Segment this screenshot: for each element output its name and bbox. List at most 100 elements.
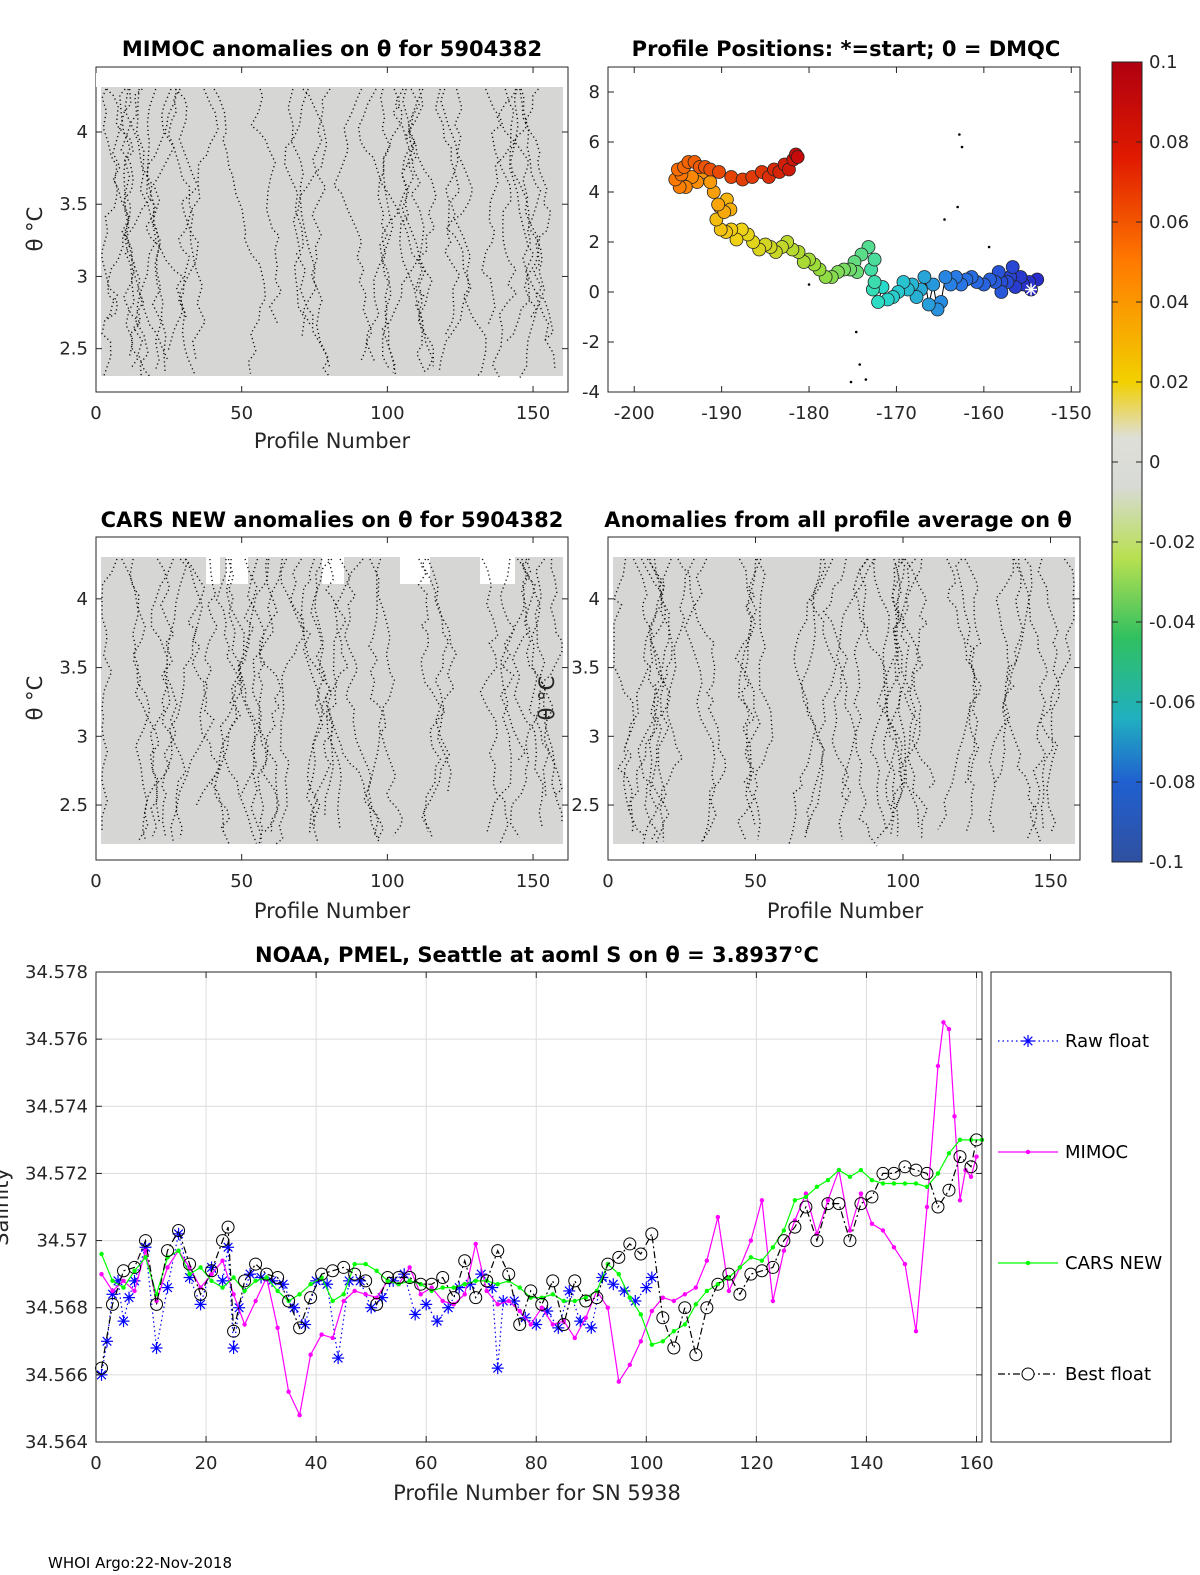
- cars-new-marker: [638, 1312, 644, 1317]
- mimoc-marker: [957, 1198, 963, 1203]
- cars-new-marker: [880, 1181, 886, 1186]
- mimoc-marker: [165, 1265, 170, 1270]
- mimoc-marker: [231, 1292, 236, 1297]
- profile-position-point: [867, 275, 882, 289]
- plot-area: [96, 972, 982, 1442]
- contour-line: [379, 88, 396, 373]
- star-stroke: [289, 1302, 299, 1313]
- cars-new-marker: [275, 1288, 280, 1294]
- chart-title: NOAA, PMEL, Seattle at aoml S on θ = 3.8…: [255, 943, 819, 967]
- colorbar-tick-label: -0.06: [1149, 692, 1196, 713]
- best-float-marker: [810, 1234, 824, 1248]
- mimoc-marker: [484, 1288, 489, 1294]
- data-gap: [226, 539, 248, 584]
- chart-title: CARS NEW anomalies on θ for 5904382: [101, 508, 564, 532]
- contour-line: [170, 558, 219, 844]
- mimoc-marker: [275, 1325, 280, 1331]
- star-stroke: [608, 1279, 619, 1289]
- best-float-marker: [480, 1274, 494, 1288]
- axes: 0 50 100 150 2.5 3 3.5 4: [571, 537, 1080, 892]
- cars-new-marker: [352, 1261, 357, 1267]
- best-float-marker: [293, 1321, 307, 1335]
- best-float-marker: [931, 1200, 945, 1214]
- contour-line: [274, 558, 305, 846]
- best-float-marker: [942, 1183, 956, 1197]
- heatmap-layer: [101, 539, 563, 846]
- mimoc-marker: [693, 1285, 699, 1290]
- contour-line: [167, 88, 199, 350]
- axes: -200 -190 -180 -170 -160 -150 -4 -2 0 2 4 6 8: [582, 67, 1092, 424]
- best-float-marker: [381, 1271, 395, 1284]
- colorbar-tick-label: -0.04: [1149, 612, 1196, 633]
- legend-box: [990, 971, 1172, 1443]
- star-stroke: [107, 1289, 118, 1300]
- best-float-marker: [788, 1220, 802, 1234]
- best-float-marker: [458, 1254, 472, 1268]
- cars-new-marker: [374, 1268, 379, 1273]
- star-stroke: [542, 1306, 552, 1316]
- best-float-marker: [535, 1297, 549, 1311]
- mimoc-marker: [924, 1204, 930, 1210]
- cars-new-marker: [187, 1271, 192, 1277]
- star-stroke: [641, 1282, 652, 1293]
- contour-line: [150, 558, 178, 837]
- star-stroke: [564, 1286, 575, 1296]
- x-tick-label: 160: [959, 1453, 993, 1474]
- star-stroke: [575, 1316, 586, 1326]
- x-tick-label: 0: [602, 871, 613, 892]
- contour-line: [521, 558, 563, 797]
- raw-float-marker: [640, 1281, 653, 1294]
- cars-new-marker: [957, 1137, 963, 1143]
- cars-new-marker: [847, 1174, 853, 1179]
- y-tick-label: 34.568: [25, 1298, 88, 1319]
- mimoc-marker: [748, 1238, 754, 1243]
- profile-position-point: [711, 197, 726, 212]
- cars-new-marker: [649, 1342, 655, 1347]
- contour-line: [1018, 558, 1059, 834]
- star-stroke: [586, 1323, 597, 1333]
- cars-new-marker: [572, 1298, 577, 1304]
- star-stroke: [162, 1282, 173, 1293]
- cars-new-marker: [330, 1298, 335, 1304]
- star-stroke: [1023, 1036, 1033, 1046]
- mimoc-marker: [572, 1335, 577, 1341]
- cars-new-marker: [924, 1184, 930, 1190]
- cars-new-marker: [209, 1278, 214, 1284]
- mimoc-marker: [440, 1298, 445, 1304]
- plot-frame: [95, 971, 983, 1443]
- y-tick-label: -2: [582, 332, 600, 353]
- colorbar-tick-label: 0.02: [1149, 372, 1189, 393]
- cars-new-marker: [781, 1228, 787, 1233]
- cars-new-marker: [451, 1285, 456, 1290]
- contour-line: [146, 88, 188, 320]
- contour-line: [891, 558, 920, 828]
- speckle-dot: [864, 378, 868, 381]
- mimoc-marker: [209, 1271, 214, 1277]
- best-float-marker: [513, 1318, 527, 1331]
- mimoc-marker: [726, 1288, 732, 1294]
- x-tick-label: 100: [886, 871, 920, 892]
- contour-line: [185, 558, 225, 833]
- best-float-marker: [865, 1190, 879, 1204]
- best-float-marker: [524, 1284, 538, 1298]
- colorbar-tick-label: 0: [1149, 452, 1160, 473]
- cars-new-marker: [891, 1181, 897, 1186]
- cars-new-marker: [561, 1298, 566, 1304]
- colorbar-ticks: 0.1 0.08 0.06 0.04 0.02 0 -0.02 -0.04 -0.06 -0.08…: [1112, 52, 1196, 873]
- speckle-dot: [943, 218, 946, 221]
- mimoc-marker: [759, 1198, 765, 1203]
- contour-line: [427, 558, 453, 792]
- cars-new-marker: [748, 1255, 754, 1260]
- x-tick-label: 150: [1033, 871, 1067, 892]
- mimoc-marker: [220, 1258, 225, 1263]
- mimoc-marker: [946, 1026, 952, 1032]
- contour-line: [622, 558, 654, 835]
- colorbar-tick-label: -0.02: [1149, 532, 1196, 553]
- legend-marker: [1021, 1367, 1035, 1381]
- raw-float-marker: [585, 1321, 598, 1334]
- contour-line: [239, 558, 266, 844]
- star-stroke: [630, 1296, 641, 1306]
- x-tick-label: 0: [90, 1453, 101, 1474]
- mimoc-marker: [671, 1298, 677, 1304]
- raw-float-marker: [321, 1278, 334, 1291]
